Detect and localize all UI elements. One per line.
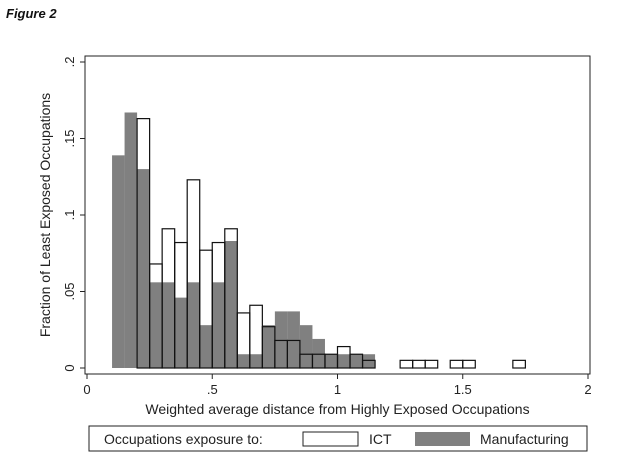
ict-bar [462,359,476,369]
legend-swatch-ict [302,431,359,447]
ict-bar [161,228,176,369]
legend-title: Occupations exposure to: [104,431,263,447]
manufacturing-bar [224,241,238,368]
ict-bar [349,353,364,369]
ict-bar [324,353,339,369]
y-tick-label: .1 [62,210,77,221]
ict-bar [249,304,263,369]
x-tick-label: 1.5 [454,382,472,397]
manufacturing-bar [312,338,325,368]
manufacturing-bar [350,354,363,368]
manufacturing-bar [187,282,200,368]
y-tick-label: .05 [62,282,77,300]
ict-bar [299,353,314,369]
figure-label: Figure 2 [6,6,57,21]
ict-bar [424,359,439,369]
ict-bars [136,118,526,369]
legend: Occupations exposure to: ICT Manufacturi… [88,425,588,452]
manufacturing-bar [287,311,300,368]
manufacturing-bar [174,297,188,368]
ict-bar [261,326,276,369]
ict-bar [136,118,151,369]
ict-bar [186,179,201,369]
ict-bar [211,241,226,369]
manufacturing-bar [362,354,376,368]
manufacturing-bar [199,325,213,368]
ict-bar [224,228,238,369]
legend-label-ict: ICT [369,431,392,447]
ict-bar [412,359,426,369]
y-tick-label: .15 [62,129,77,147]
legend-swatch-manufacturing [415,432,470,446]
manufacturing-bar [237,354,250,368]
ict-bar [174,241,188,369]
manufacturing-bars [112,112,376,369]
ict-bar [361,359,376,369]
manufacturing-bar [149,282,163,368]
manufacturing-bar [274,311,288,368]
y-axis-title: Fraction of Least Exposed Occupations [37,93,53,337]
manufacturing-bar [112,155,125,368]
y-axis: 0 .05 .1 .15 .2 [62,57,85,372]
manufacturing-bar [124,112,138,369]
manufacturing-bar [137,169,150,368]
y-tick-label: .2 [62,57,77,68]
ict-bar [199,249,213,369]
ict-bar [149,263,163,369]
x-axis-title: Weighted average distance from Highly Ex… [145,401,529,417]
x-tick-label: 1 [334,382,341,397]
manufacturing-bar [262,325,275,368]
manufacturing-bar [249,354,263,368]
legend-label-manufacturing: Manufacturing [480,431,569,447]
y-tick-label: 0 [62,364,77,371]
ict-bar [512,359,526,369]
ict-bar [449,359,464,369]
manufacturing-bar [337,354,351,368]
ict-bar [336,345,351,369]
ict-bar [286,339,301,369]
manufacturing-bar [162,282,175,368]
manufacturing-bar [212,282,225,368]
x-tick-label: 2 [584,382,591,397]
ict-bar [311,353,326,369]
manufacturing-bar [324,354,338,368]
x-axis: 0 .5 1 1.5 2 [83,374,592,397]
ict-bar [236,312,251,369]
x-tick-label: .5 [207,382,218,397]
x-tick-label: 0 [83,382,90,397]
ict-bar [274,339,288,369]
ict-bar [399,359,414,369]
manufacturing-bar [299,325,313,368]
